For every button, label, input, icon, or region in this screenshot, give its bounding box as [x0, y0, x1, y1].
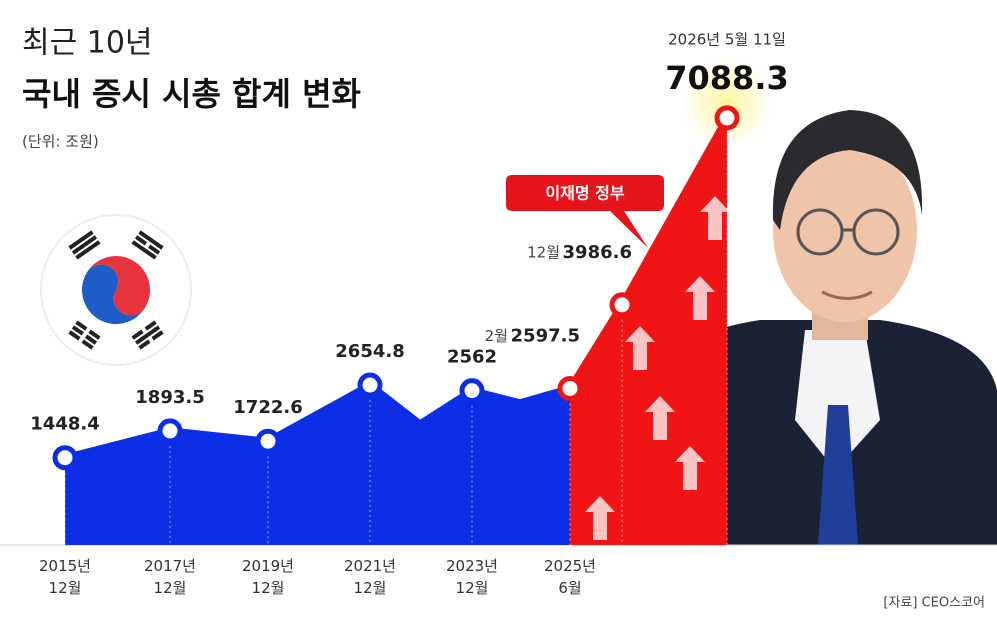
value-label: 7088.3	[665, 59, 788, 97]
arrow-decoration	[685, 276, 715, 320]
annotation-badge: 이재명 정부	[506, 175, 664, 248]
x-tick-label: 2015년 12월	[39, 557, 91, 597]
arrow-decoration	[675, 446, 705, 490]
point-note: 2월	[485, 327, 508, 345]
flag	[40, 214, 192, 366]
x-tick-label: 2025년 6월	[544, 557, 596, 597]
point	[714, 105, 740, 131]
value-label: 1893.5	[135, 387, 204, 408]
x-tick-label: 2023년 12월	[446, 557, 498, 597]
value-label: 2654.8	[335, 341, 404, 362]
value-label: 1722.6	[233, 397, 302, 418]
source: [자료] CEO스코어	[883, 596, 985, 611]
line	[64, 116, 731, 462]
point	[157, 418, 183, 444]
point	[52, 445, 78, 471]
value-label: 1448.4	[30, 414, 99, 435]
point	[609, 292, 635, 318]
highlight-glow	[682, 57, 772, 147]
value-label: 2562	[447, 347, 497, 368]
value-label: 2597.5	[511, 325, 580, 346]
unit-note: (단위: 조원)	[22, 133, 99, 151]
x-tick-label: 2021년 12월	[344, 557, 396, 597]
value-label: 3986.6	[563, 242, 632, 263]
x-tick-label: 2019년 12월	[242, 557, 294, 597]
point	[357, 372, 383, 398]
point	[459, 378, 485, 404]
x-tick-label: 2017년 12월	[144, 557, 196, 597]
arrow-decoration	[700, 196, 730, 240]
arrow-decoration	[625, 326, 655, 370]
point-note: 12월	[527, 243, 560, 261]
arrow-decoration	[585, 496, 615, 540]
chart-title: 최근 10년	[22, 26, 153, 61]
arrow-decoration	[645, 396, 675, 440]
point-note: 2026년 5월 11일	[668, 30, 786, 48]
chart-subtitle: 국내 증시 시총 합계 변화	[22, 75, 361, 113]
annotation: 이재명 정부	[545, 184, 624, 203]
point	[557, 375, 583, 401]
point	[255, 428, 281, 454]
